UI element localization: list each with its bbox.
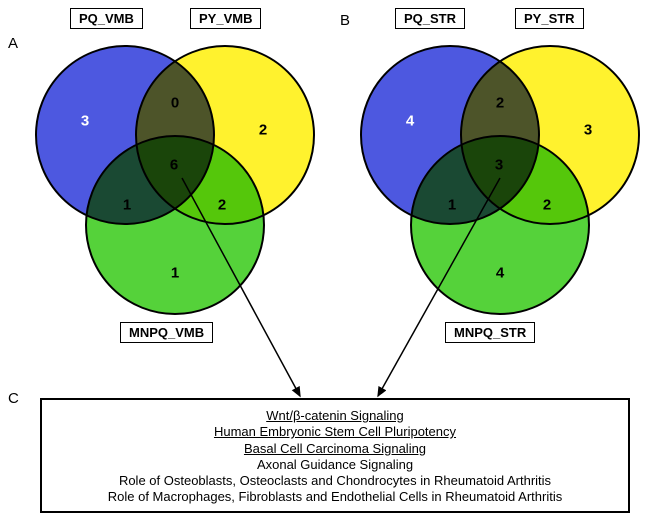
annot-line-2: Human Embryonic Stem Cell Pluripotency: [48, 424, 622, 440]
annot-line-4: Axonal Guidance Signaling: [48, 457, 622, 473]
annot-line-3: Basal Cell Carcinoma Signaling: [48, 441, 622, 457]
venn-a-left-only: 3: [75, 113, 95, 130]
panel-b-letter: B: [340, 12, 350, 29]
panel-a-letter: A: [8, 35, 18, 52]
venn-b-label-bottom: MNPQ_STR: [445, 322, 535, 343]
venn-b-right-only: 3: [578, 122, 598, 139]
venn-b-label-left: PQ_STR: [395, 8, 465, 29]
venn-b: 4 3 4 2 1 2 3: [350, 35, 650, 325]
venn-b-center: 3: [489, 157, 509, 174]
venn-b-right-bottom: 2: [537, 197, 557, 214]
venn-a-left-bottom: 1: [117, 197, 137, 214]
venn-a-right-only: 2: [253, 122, 273, 139]
venn-a-bottom-only: 1: [165, 265, 185, 282]
annot-line-1: Wnt/β-catenin Signaling: [48, 408, 622, 424]
venn-b-left-only: 4: [400, 113, 420, 130]
venn-b-label-right: PY_STR: [515, 8, 584, 29]
annotation-box: Wnt/β-catenin Signaling Human Embryonic …: [40, 398, 630, 513]
venn-a-center: 6: [164, 157, 184, 174]
venn-a-label-bottom: MNPQ_VMB: [120, 322, 213, 343]
venn-a: 3 2 1 0 1 2 6: [25, 35, 325, 325]
venn-b-bottom-only: 4: [490, 265, 510, 282]
panel-c-letter: C: [8, 390, 19, 407]
venn-b-left-right: 2: [490, 95, 510, 112]
venn-a-right-bottom: 2: [212, 197, 232, 214]
venn-a-label-left: PQ_VMB: [70, 8, 143, 29]
venn-b-left-bottom: 1: [442, 197, 462, 214]
annot-line-5: Role of Osteoblasts, Osteoclasts and Cho…: [48, 473, 622, 489]
venn-a-left-right: 0: [165, 95, 185, 112]
venn-a-label-right: PY_VMB: [190, 8, 261, 29]
annot-line-6: Role of Macrophages, Fibroblasts and End…: [48, 489, 622, 505]
